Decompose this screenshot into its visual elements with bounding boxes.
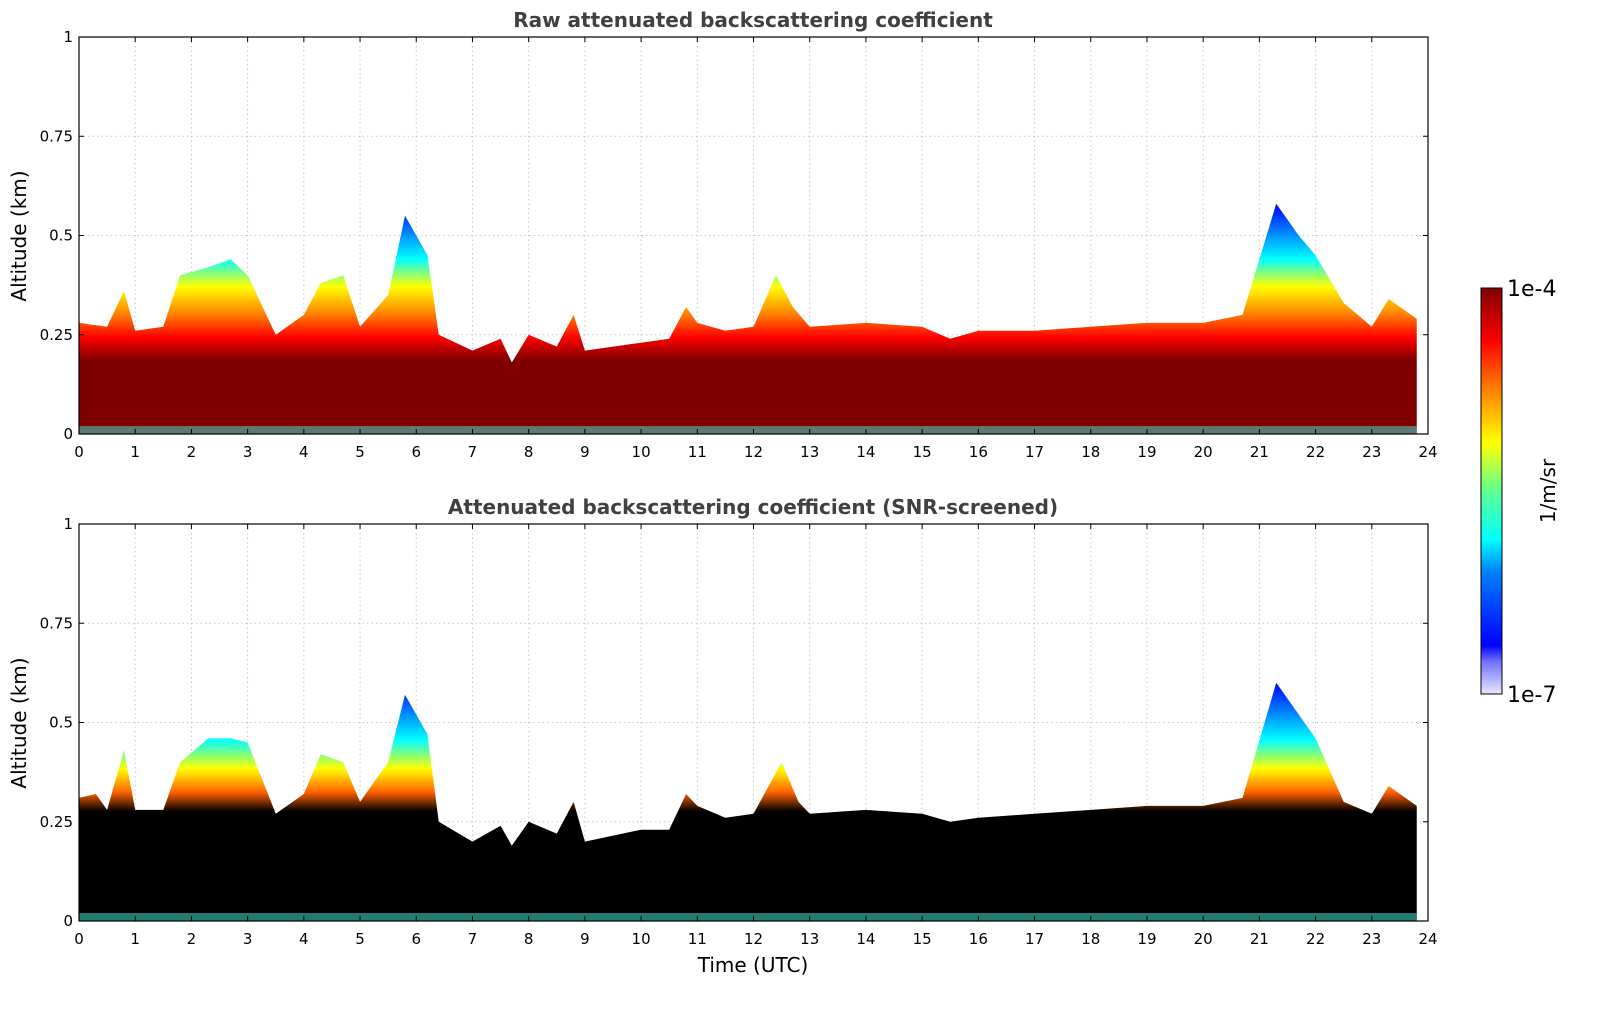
y-tick-label: 0.75 xyxy=(40,127,73,145)
x-tick-label: 14 xyxy=(856,930,875,948)
x-tick-label: 4 xyxy=(299,443,309,461)
x-tick-label: 21 xyxy=(1250,443,1269,461)
panel-raw-ylabel: Altitude (km) xyxy=(7,170,31,301)
panel-raw: Raw attenuated backscattering coefficien… xyxy=(7,8,1438,461)
x-tick-label: 3 xyxy=(243,930,253,948)
x-tick-label: 15 xyxy=(913,443,932,461)
colorbar-unit-label: 1/m/sr xyxy=(1536,458,1560,523)
surface-band xyxy=(79,913,1417,921)
colorbar-max-label: 1e-4 xyxy=(1507,277,1556,302)
x-tick-label: 4 xyxy=(299,930,309,948)
x-tick-label: 9 xyxy=(580,443,590,461)
panel-raw-title: Raw attenuated backscattering coefficien… xyxy=(513,8,993,32)
y-tick-label: 0.25 xyxy=(40,813,73,831)
y-tick-label: 0 xyxy=(63,425,73,443)
y-tick-label: 0.5 xyxy=(49,227,73,245)
x-tick-label: 12 xyxy=(744,443,763,461)
x-tick-label: 19 xyxy=(1137,443,1156,461)
panel-snr-ylabel: Altitude (km) xyxy=(7,657,31,788)
x-tick-label: 7 xyxy=(468,443,478,461)
colorbar-gradient xyxy=(1480,287,1503,695)
panel-snr-plot-area xyxy=(78,523,1429,922)
x-tick-label: 0 xyxy=(74,930,84,948)
x-tick-label: 10 xyxy=(632,443,651,461)
y-tick-label: 0.25 xyxy=(40,326,73,344)
x-tick-label: 24 xyxy=(1418,443,1437,461)
x-tick-label: 15 xyxy=(913,930,932,948)
x-tick-label: 21 xyxy=(1250,930,1269,948)
x-tick-label: 14 xyxy=(856,443,875,461)
backscatter-layer xyxy=(79,203,1417,434)
x-tick-label: 22 xyxy=(1306,930,1325,948)
x-tick-label: 8 xyxy=(524,443,534,461)
panel-snr-xlabel: Time (UTC) xyxy=(697,953,809,977)
x-tick-label: 6 xyxy=(411,930,421,948)
x-tick-label: 13 xyxy=(800,930,819,948)
x-tick-label: 23 xyxy=(1362,443,1381,461)
x-tick-label: 10 xyxy=(632,930,651,948)
x-tick-label: 8 xyxy=(524,930,534,948)
x-tick-label: 17 xyxy=(1025,930,1044,948)
x-tick-label: 22 xyxy=(1306,443,1325,461)
x-tick-label: 20 xyxy=(1194,930,1213,948)
x-tick-label: 0 xyxy=(74,443,84,461)
x-tick-label: 18 xyxy=(1081,930,1100,948)
x-tick-label: 13 xyxy=(800,443,819,461)
y-tick-label: 0.75 xyxy=(40,614,73,632)
x-tick-label: 23 xyxy=(1362,930,1381,948)
colorbar-min-label: 1e-7 xyxy=(1507,683,1556,708)
x-tick-label: 3 xyxy=(243,443,253,461)
x-tick-label: 20 xyxy=(1194,443,1213,461)
x-tick-label: 24 xyxy=(1418,930,1437,948)
x-tick-label: 9 xyxy=(580,930,590,948)
backscatter-layer xyxy=(79,682,1417,921)
x-tick-label: 16 xyxy=(969,930,988,948)
x-tick-label: 16 xyxy=(969,443,988,461)
x-tick-label: 12 xyxy=(744,930,763,948)
x-tick-label: 5 xyxy=(355,443,365,461)
panel-raw-ticks: 0 1 2 3 4 5 6 7 8 9 10 11 12 13 14 15 16 17 18 19 20 21 22 23 24… xyxy=(40,28,1438,461)
y-tick-label: 0 xyxy=(63,912,73,930)
panel-snr: Attenuated backscattering coefficient (S… xyxy=(7,495,1438,977)
panel-snr-title: Attenuated backscattering coefficient (S… xyxy=(448,495,1058,519)
x-tick-label: 17 xyxy=(1025,443,1044,461)
x-tick-label: 19 xyxy=(1137,930,1156,948)
x-tick-label: 11 xyxy=(688,930,707,948)
x-tick-label: 1 xyxy=(130,930,140,948)
x-tick-label: 18 xyxy=(1081,443,1100,461)
panel-raw-plot-area xyxy=(78,36,1429,435)
x-tick-label: 2 xyxy=(187,443,197,461)
y-tick-label: 1 xyxy=(63,28,73,46)
panel-snr-ticks: 0 1 2 3 4 5 6 7 8 9 10 11 12 13 14 15 16 17 18 19 20 21 22 23 24… xyxy=(40,515,1438,948)
colorbar: 1e-4 1e-7 1/m/sr xyxy=(1480,277,1560,708)
x-tick-label: 1 xyxy=(130,443,140,461)
y-tick-label: 0.5 xyxy=(49,714,73,732)
y-tick-label: 1 xyxy=(63,515,73,533)
x-tick-label: 5 xyxy=(355,930,365,948)
surface-band xyxy=(79,426,1417,434)
x-tick-label: 2 xyxy=(187,930,197,948)
x-tick-label: 11 xyxy=(688,443,707,461)
x-tick-label: 7 xyxy=(468,930,478,948)
x-tick-label: 6 xyxy=(411,443,421,461)
